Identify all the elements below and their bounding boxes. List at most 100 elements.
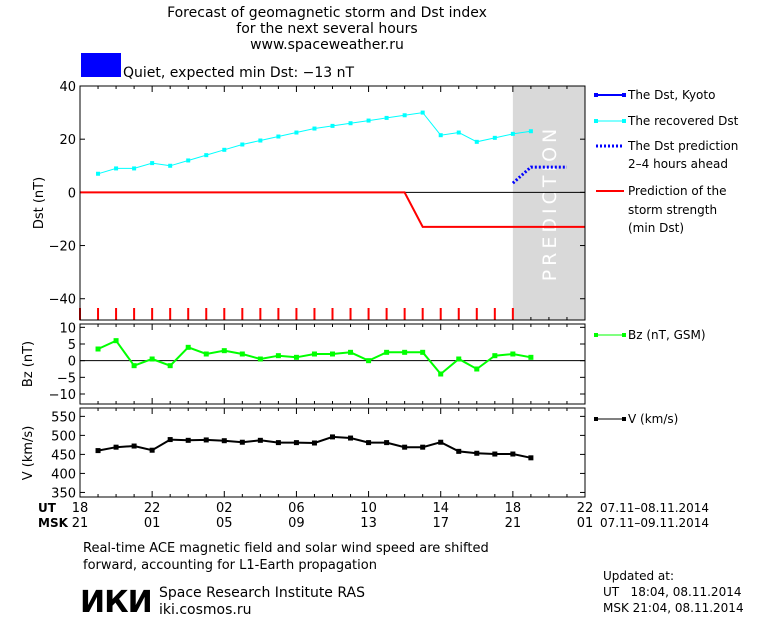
solar-wind-speed-point: [528, 455, 534, 461]
ut-tick-label: 22: [577, 501, 594, 516]
solar-wind-speed-point: [113, 444, 119, 450]
ut-tick-label: 02: [216, 501, 233, 516]
bz-point: [203, 351, 209, 357]
dst-ytick-label: 40: [59, 80, 76, 95]
solar-wind-speed-point: [438, 439, 444, 445]
solar-wind-speed-point: [95, 448, 101, 454]
ut-tick-label: 22: [144, 501, 161, 516]
updated-ut: UT 18:04, 08.11.2014: [603, 585, 741, 599]
recovered-dst-point: [366, 118, 371, 123]
msk-tick-label: 05: [216, 516, 233, 531]
msk-tick-label: 13: [360, 516, 377, 531]
v-panel: 550 500 450 400 350 V (km/s): [21, 407, 586, 501]
recovered-dst-point: [384, 115, 389, 120]
dst-ytick-label: −20: [49, 240, 76, 255]
solar-wind-speed-point: [167, 437, 173, 443]
bz-line: [97, 339, 532, 376]
ut-tick-label: 06: [288, 501, 305, 516]
msk-tick-label: 01: [577, 516, 594, 531]
updated-msk: MSK 21:04, 08.11.2014: [603, 601, 744, 615]
solar-wind-speed-point: [348, 435, 354, 441]
legend-dst-kyoto-marker-left: [594, 93, 598, 97]
bz-point: [149, 356, 155, 362]
bz-point: [492, 353, 498, 359]
legend-dst-kyoto-marker-right: [622, 93, 626, 97]
legend-recovered-label: The recovered Dst: [627, 114, 739, 128]
solar-wind-speed-point: [311, 440, 317, 446]
bz-point: [293, 354, 299, 360]
bz-ytick-label: 5: [68, 338, 76, 353]
dst-panel-frame: [79, 85, 586, 321]
recovered-dst-point: [456, 130, 461, 135]
chart-title-line-2: for the next several hours: [236, 21, 417, 37]
legend-v-marker-left: [594, 417, 598, 421]
chart-title-line-1: Forecast of geomagnetic storm and Dst in…: [167, 5, 487, 21]
bz-point: [95, 346, 101, 352]
status-color-box: [81, 53, 121, 77]
recovered-dst-point: [330, 123, 335, 128]
legend-dst-kyoto-label: The Dst, Kyoto: [627, 88, 715, 102]
recovered-dst-point: [528, 129, 533, 134]
updated-label: Updated at:: [603, 569, 674, 583]
solar-wind-speed-point: [293, 440, 299, 446]
bz-point: [528, 354, 534, 360]
solar-wind-speed-point: [275, 440, 281, 446]
solar-wind-speed-point: [131, 443, 137, 449]
dst-y-axis-label: Dst (nT): [32, 177, 47, 229]
legend-bz-label: Bz (nT, GSM): [628, 328, 706, 342]
recovered-dst-point: [132, 166, 137, 171]
legend-v-label: V (km/s): [628, 412, 678, 426]
bz-point: [456, 356, 462, 362]
v-ytick-label: 550: [51, 410, 76, 425]
solar-wind-speed-point: [221, 438, 227, 444]
bz-point: [257, 356, 263, 362]
institute-website[interactable]: iki.cosmos.ru: [159, 602, 251, 618]
recovered-dst-point: [348, 121, 353, 126]
legend-storm-label-1: Prediction of the: [628, 184, 727, 198]
legend-bz-marker-left: [594, 333, 598, 337]
bz-point: [131, 363, 137, 369]
recovered-dst-point: [474, 139, 479, 144]
recovered-dst-point: [438, 133, 443, 138]
recovered-dst-point: [420, 110, 425, 115]
time-axis: UT MSK 18212201020506091013141718212201 …: [38, 501, 709, 531]
recovered-dst-point: [258, 138, 263, 143]
legend-recovered-marker-right: [622, 119, 626, 123]
ut-tick-label: 18: [72, 501, 89, 516]
bz-point: [275, 353, 281, 359]
recovered-dst-point: [114, 166, 119, 171]
bz-point: [167, 363, 173, 369]
prediction-band-label: PREDICTION: [539, 125, 561, 282]
recovered-dst-point: [168, 163, 173, 168]
ut-tick-label: 18: [505, 501, 522, 516]
bz-point: [402, 349, 408, 355]
recovered-dst-point: [96, 171, 101, 176]
bz-point: [221, 348, 227, 354]
chart-title-url: www.spaceweather.ru: [250, 37, 404, 53]
solar-wind-speed-point: [384, 440, 390, 446]
recovered-dst-line: [97, 112, 531, 175]
legend-storm-label-2: storm strength: [628, 203, 717, 217]
v-ytick-label: 350: [51, 486, 76, 501]
solar-wind-speed-point: [402, 444, 408, 450]
ut-date-range: 07.11–08.11.2014: [600, 501, 709, 515]
bz-ytick-label: −5: [57, 371, 76, 386]
institute-name: Space Research Institute RAS: [159, 585, 365, 601]
footer-note-line-1: Real-time ACE magnetic field and solar w…: [83, 541, 489, 556]
msk-tick-label: 01: [144, 516, 161, 531]
bz-ytick-label: 10: [59, 321, 76, 336]
msk-tick-label: 21: [72, 516, 89, 531]
bz-point: [474, 366, 480, 372]
recovered-dst-point: [204, 153, 209, 158]
solar-wind-speed-point: [203, 437, 209, 443]
iki-logo: ИКИ: [80, 585, 152, 620]
dst-ytick-label: −40: [49, 293, 76, 308]
dst-ytick-label: 0: [68, 186, 76, 201]
msk-tick-label: 21: [505, 516, 522, 531]
legend-bz-marker-right: [622, 333, 626, 337]
prediction-band: [512, 86, 585, 320]
ut-axis-label: UT: [38, 501, 57, 515]
legend-recovered-marker-left: [594, 119, 598, 123]
recovered-dst-point: [510, 131, 515, 136]
legend-prediction-label-1: The Dst prediction: [627, 139, 738, 153]
